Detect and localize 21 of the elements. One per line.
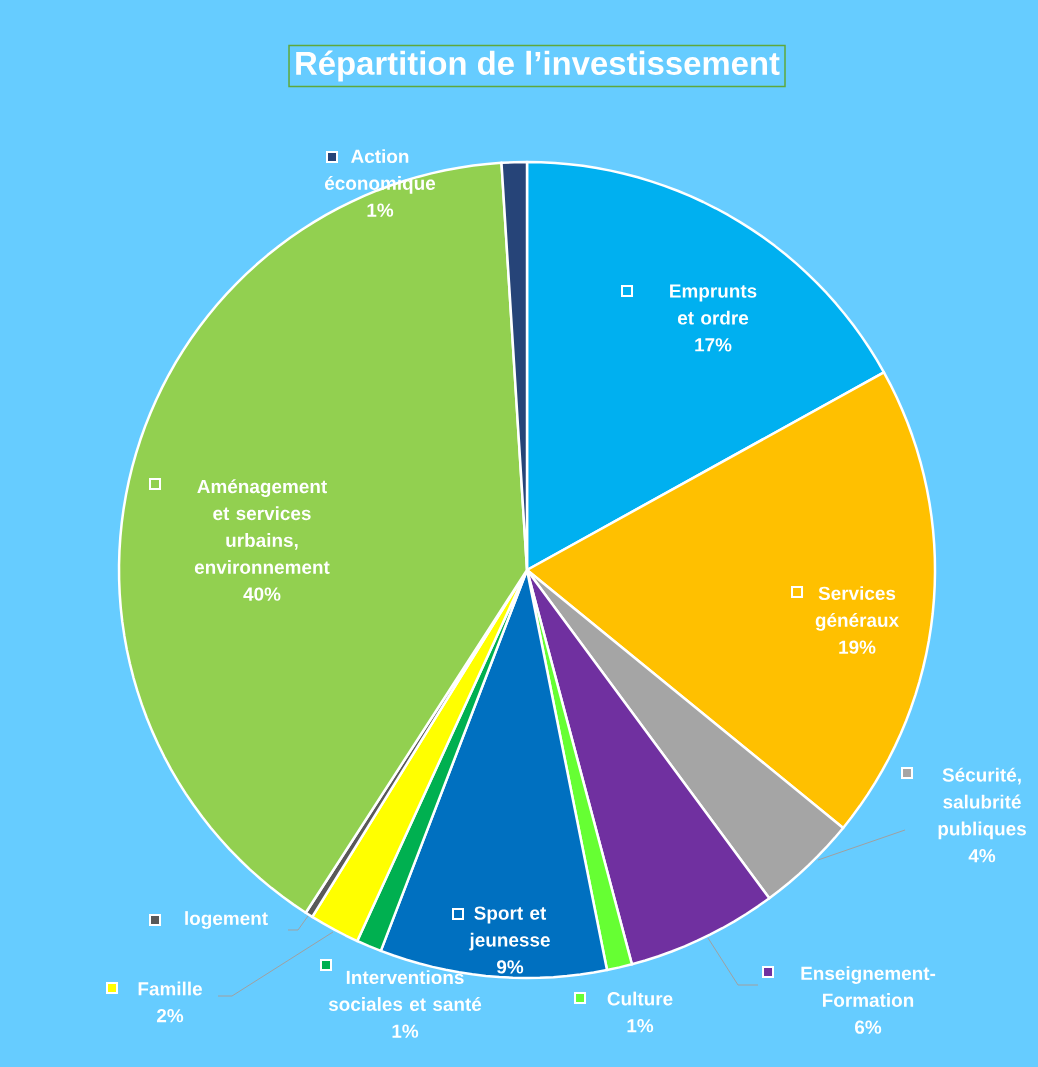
legend-label: Culture [607, 991, 673, 1006]
legend-label: Emprunts et ordre [670, 284, 757, 325]
legend-label: logement [185, 911, 268, 929]
data-label: 4% [968, 849, 996, 863]
data-label: 1% [627, 1019, 654, 1033]
data-label: 19% [839, 640, 876, 654]
chart-title: Répartition de l’investissement [296, 50, 780, 82]
data-label: 1% [392, 1024, 419, 1038]
data-label: 40% [243, 587, 281, 601]
legend-label: Aménagement et services urbains, environnement [194, 479, 330, 574]
data-label: 2% [156, 1009, 184, 1023]
data-label: 9% [496, 960, 524, 974]
legend-label: Famille [138, 981, 202, 996]
data-label: 6% [855, 1020, 882, 1034]
legend-label: Enseignement-Formation [801, 966, 936, 1007]
data-label: 17% [695, 338, 732, 352]
legend-label: Interventions sociales et santé [328, 970, 482, 1011]
data-label: 1% [367, 203, 394, 217]
legend-label: Sécurité, salubrité publiques [938, 767, 1026, 840]
legend-label: Sport et jeunesse [469, 906, 550, 951]
legend-label: Services généraux [815, 586, 899, 631]
